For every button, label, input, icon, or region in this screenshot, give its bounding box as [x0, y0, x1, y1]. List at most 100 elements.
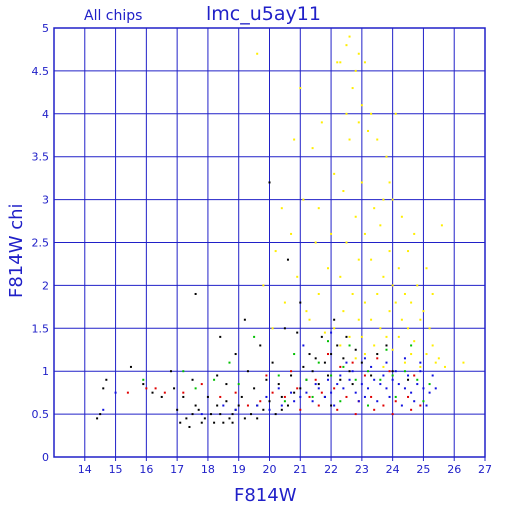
data-point: [290, 391, 293, 394]
data-point: [410, 391, 413, 394]
data-point: [246, 370, 249, 373]
data-point: [320, 391, 323, 394]
data-point: [256, 52, 259, 55]
data-point: [348, 370, 351, 373]
data-point: [354, 413, 357, 416]
data-point: [231, 413, 234, 416]
data-point: [354, 391, 357, 394]
x-tick-label: 25: [416, 463, 430, 476]
y-tick-label: 4.5: [32, 65, 50, 78]
data-point: [274, 250, 277, 253]
data-point: [351, 292, 354, 295]
data-point: [290, 374, 293, 377]
data-point: [388, 395, 391, 398]
data-point: [339, 374, 342, 377]
data-point: [320, 335, 323, 338]
x-tick-label: 16: [139, 463, 153, 476]
data-point: [333, 327, 336, 330]
data-point: [437, 357, 440, 360]
data-points: [96, 35, 465, 428]
data-point: [314, 378, 317, 381]
data-point: [154, 387, 157, 390]
data-point: [182, 370, 185, 373]
data-point: [200, 421, 203, 424]
x-tick-label: 26: [447, 463, 461, 476]
data-point: [299, 301, 302, 304]
data-point: [419, 361, 422, 364]
data-point: [422, 310, 425, 313]
data-point: [443, 365, 446, 368]
data-point: [219, 395, 222, 398]
y-axis-label: F814W chi: [6, 203, 27, 298]
data-point: [419, 318, 422, 321]
data-point: [102, 408, 105, 411]
data-point: [243, 417, 246, 420]
data-point: [342, 387, 345, 390]
data-point: [286, 404, 289, 407]
data-point: [407, 395, 410, 398]
data-point: [382, 404, 385, 407]
y-tick-label: 1.5: [32, 322, 50, 335]
data-point: [403, 370, 406, 373]
x-tick-label: 18: [201, 463, 215, 476]
data-point: [428, 383, 431, 386]
data-point: [271, 327, 274, 330]
chart-subtitle: All chips: [84, 8, 142, 24]
x-tick-label: 23: [355, 463, 369, 476]
data-point: [336, 61, 339, 64]
data-point: [293, 138, 296, 141]
data-point: [326, 378, 329, 381]
data-point: [240, 395, 243, 398]
data-point: [311, 400, 314, 403]
data-point: [262, 284, 265, 287]
data-point: [348, 378, 351, 381]
data-point: [400, 318, 403, 321]
data-point: [376, 138, 379, 141]
x-tick-label: 21: [293, 463, 307, 476]
data-point: [191, 413, 194, 416]
data-point: [206, 395, 209, 398]
data-point: [210, 413, 213, 416]
data-point: [370, 258, 373, 261]
data-point: [314, 241, 317, 244]
data-point: [280, 408, 283, 411]
data-point: [314, 357, 317, 360]
data-point: [243, 318, 246, 321]
data-point: [200, 383, 203, 386]
data-point: [354, 378, 357, 381]
data-point: [330, 353, 333, 356]
data-point: [397, 383, 400, 386]
data-point: [320, 121, 323, 124]
data-point: [151, 391, 154, 394]
data-point: [428, 391, 431, 394]
data-point: [185, 417, 188, 420]
data-point: [265, 378, 268, 381]
data-point: [317, 404, 320, 407]
data-point: [308, 395, 311, 398]
data-point: [413, 232, 416, 235]
data-point: [345, 395, 348, 398]
data-point: [416, 383, 419, 386]
y-tick-label: 0: [42, 451, 49, 464]
data-point: [173, 387, 176, 390]
data-point: [299, 395, 302, 398]
data-point: [431, 292, 434, 295]
data-point: [222, 404, 225, 407]
data-point: [265, 374, 268, 377]
data-point: [403, 292, 406, 295]
data-point: [367, 387, 370, 390]
data-point: [413, 400, 416, 403]
data-point: [302, 344, 305, 347]
data-point: [345, 361, 348, 364]
data-point: [142, 383, 145, 386]
data-point: [354, 357, 357, 360]
data-point: [308, 318, 311, 321]
data-point: [336, 408, 339, 411]
data-point: [179, 421, 182, 424]
data-point: [391, 284, 394, 287]
data-point: [326, 374, 329, 377]
data-point: [169, 370, 172, 373]
data-point: [271, 391, 274, 394]
data-point: [330, 391, 333, 394]
data-point: [283, 327, 286, 330]
